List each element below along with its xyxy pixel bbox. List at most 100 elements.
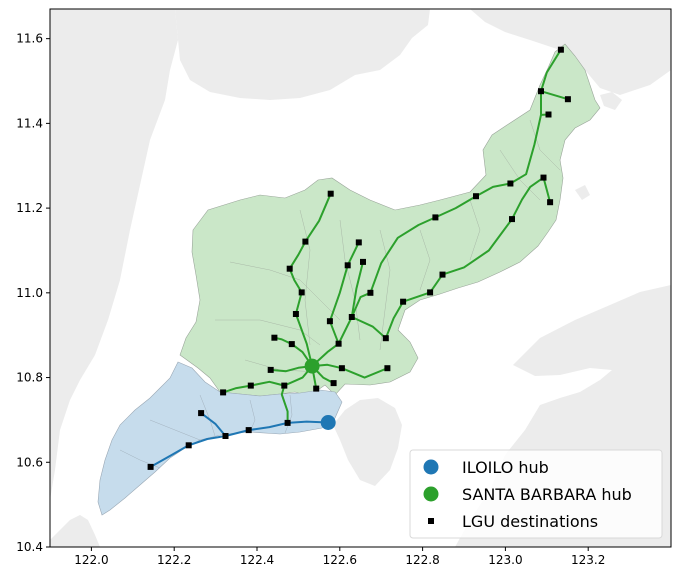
- route-line: [542, 176, 552, 204]
- land-bottom-left: [50, 515, 100, 547]
- lgu-destination-marker: [245, 427, 252, 434]
- route-line: [280, 384, 289, 424]
- hubs: [304, 358, 336, 430]
- lgu-destinations: [147, 46, 571, 470]
- route-line: [200, 412, 227, 437]
- axes-frame: [49, 8, 672, 548]
- y-tick-label: 10.8: [16, 371, 43, 385]
- lgu-destination-marker: [330, 380, 337, 387]
- x-tick-label: 122.8: [405, 553, 439, 567]
- x-tick-label: 122.2: [157, 553, 191, 567]
- lgu-destination-marker: [547, 199, 554, 206]
- lgu-destination-marker: [222, 433, 229, 439]
- y-tick-label: 10.4: [16, 540, 43, 554]
- lgu-destination-marker: [247, 382, 254, 389]
- lgu-destination-marker: [313, 385, 320, 392]
- y-axis: 10.4 10.6 10.8 11.0 11.2 11.4 11.6: [16, 32, 50, 554]
- boundary-line: [379, 229, 391, 351]
- lgu-destination-marker: [198, 410, 205, 417]
- lgu-destination-marker: [292, 311, 299, 317]
- lgu-destination-marker: [545, 111, 552, 118]
- route-line: [288, 192, 332, 368]
- boundary-line: [469, 199, 481, 261]
- lgu-destination-marker: [286, 265, 293, 272]
- x-axis: 122.0 122.2 122.4 122.6 122.8 123.0 123.2: [74, 547, 605, 567]
- santa-barbara-hub-marker: [304, 358, 320, 374]
- boundary-line: [215, 319, 321, 346]
- lgu-destination-marker: [338, 365, 345, 372]
- land-islet-3: [642, 22, 660, 48]
- legend-santa-barbara-label: SANTA BARBARA hub: [462, 485, 632, 504]
- lgu-destination-marker: [557, 46, 564, 53]
- route-line: [328, 241, 360, 345]
- y-tick-label: 11.0: [16, 286, 43, 300]
- legend-santa-barbara-marker: [423, 486, 439, 502]
- x-tick-label: 122.4: [240, 553, 274, 567]
- lgu-destination-marker: [432, 214, 439, 221]
- lgu-destination-marker: [427, 289, 434, 296]
- lgu-destination-marker: [147, 463, 154, 470]
- land-guimaras: [333, 398, 402, 486]
- lgu-destination-marker: [400, 298, 407, 305]
- y-tick-label: 11.2: [16, 201, 43, 215]
- land-islet-1: [575, 185, 590, 200]
- boundary-line: [499, 149, 541, 201]
- lgu-destination-marker: [509, 216, 515, 223]
- x-tick-label: 123.0: [488, 553, 522, 567]
- lgu-destination-marker: [538, 88, 544, 95]
- route-line: [540, 48, 562, 93]
- x-tick-label: 122.6: [323, 553, 357, 567]
- y-tick-label: 11.6: [16, 32, 43, 46]
- route-line: [222, 365, 314, 394]
- lgu-destination-marker: [302, 238, 309, 245]
- route-line: [350, 260, 364, 318]
- lgu-destination-marker: [473, 193, 479, 200]
- y-tick-label: 11.4: [16, 116, 43, 130]
- lgu-destination-marker: [355, 239, 362, 246]
- lgu-destination-marker: [335, 340, 342, 347]
- lgu-destination-marker: [367, 289, 374, 296]
- lgu-destination-marker: [220, 389, 227, 396]
- lgu-destination-marker: [540, 174, 547, 181]
- y-tick-label: 10.6: [16, 455, 43, 469]
- lgu-destination-marker: [288, 341, 295, 348]
- route-line: [149, 420, 330, 468]
- lgu-destination-marker: [439, 271, 446, 278]
- land-mindoro: [50, 9, 178, 500]
- legend-destinations-marker: [428, 518, 434, 524]
- lgu-destination-marker: [281, 382, 288, 389]
- lgu-destination-marker: [564, 96, 571, 103]
- lgu-destination-marker: [271, 334, 278, 341]
- lgu-destination-marker: [344, 262, 351, 269]
- lgu-destination-marker: [185, 442, 192, 449]
- legend-iloilo-marker: [423, 459, 439, 475]
- boundary-line: [299, 209, 311, 346]
- route-line: [311, 291, 372, 368]
- lgu-destination-marker: [267, 366, 274, 373]
- lgu-destination-marker: [348, 314, 355, 320]
- legend-destinations-label: LGU destinations: [462, 512, 598, 531]
- boundary-line: [229, 261, 341, 321]
- lgu-destination-marker: [384, 365, 391, 372]
- x-tick-label: 123.2: [571, 553, 605, 567]
- iloilo-hub-marker: [320, 415, 336, 430]
- legend: ILOILO hub SANTA BARBARA hub LGU destina…: [409, 449, 663, 539]
- land-romblon: [175, 9, 430, 100]
- santa-barbara-region: [179, 43, 601, 397]
- x-tick-label: 122.0: [74, 553, 108, 567]
- boundary-line: [284, 394, 293, 434]
- lgu-destination-marker: [382, 335, 389, 342]
- santa-barbara-boundaries: [215, 119, 561, 373]
- legend-box: [409, 449, 663, 539]
- boundary-line: [419, 229, 431, 291]
- boundary-line: [149, 419, 201, 441]
- lgu-destination-marker: [360, 258, 366, 265]
- lgu-destination-marker: [327, 190, 334, 197]
- lgu-destination-marker: [507, 180, 514, 187]
- lgu-destination-marker: [326, 318, 333, 325]
- lgu-destination-marker: [298, 289, 305, 296]
- iloilo-routes: [149, 412, 330, 468]
- land-islet-2: [600, 92, 622, 110]
- boundary-line: [529, 119, 561, 171]
